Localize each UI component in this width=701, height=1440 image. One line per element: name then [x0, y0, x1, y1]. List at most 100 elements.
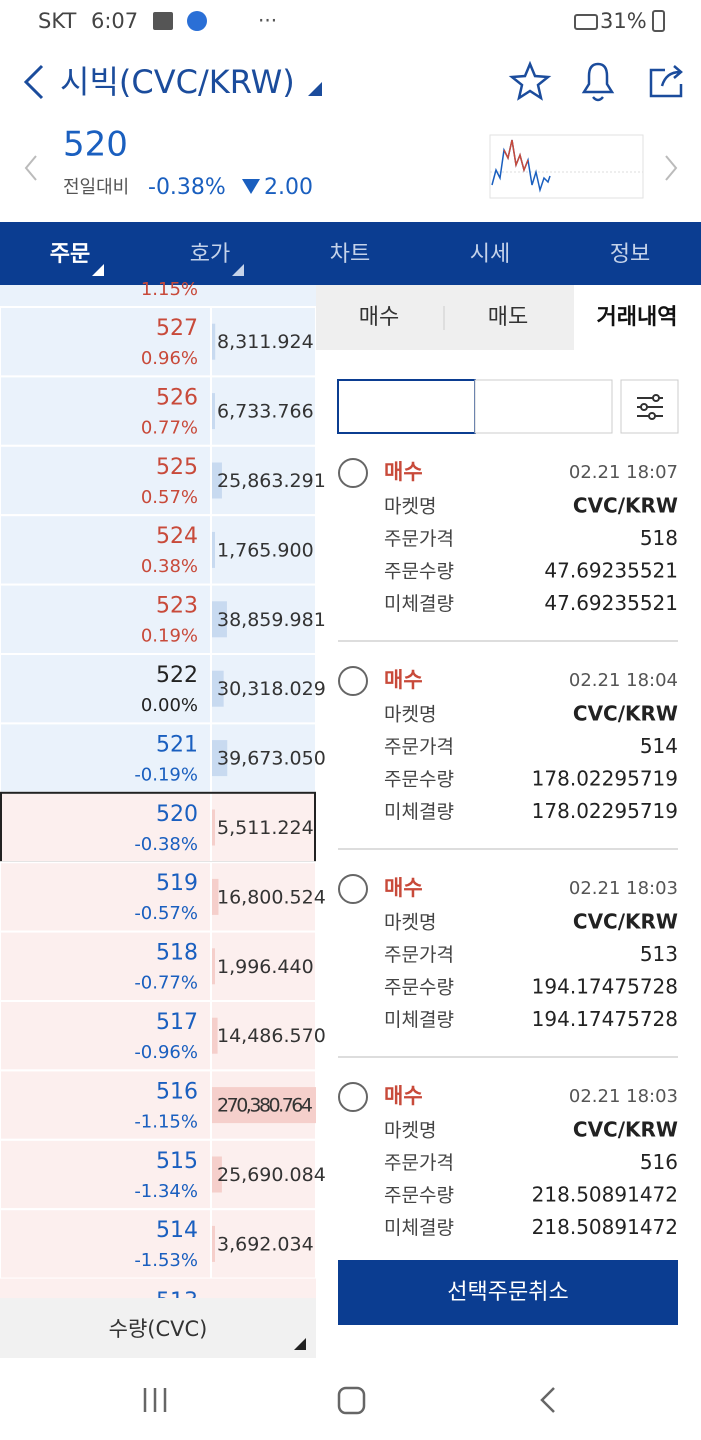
- cancel-button[interactable]: [338, 1260, 678, 1325]
- ask-row[interactable]: 525 0.57% 25,863.291: [0, 444, 326, 517]
- next-market[interactable]: [665, 155, 678, 181]
- row-rate: -0.96%: [134, 1042, 198, 1063]
- ask-row[interactable]: 527 0.96% 8,311.924: [0, 306, 317, 378]
- filter-filled-box[interactable]: [474, 379, 613, 434]
- mini-chart-up: [503, 139, 529, 173]
- order-side: 매수: [384, 1084, 423, 1108]
- row-price: 527: [156, 316, 198, 341]
- order-select[interactable]: [338, 874, 368, 904]
- panel-tab[interactable]: 거래내역: [597, 305, 678, 330]
- unit-dropdown[interactable]: [294, 1338, 306, 1350]
- field-label: 주문수량: [384, 561, 454, 583]
- main-tab[interactable]: 호가: [190, 242, 230, 267]
- nav-back[interactable]: [540, 1387, 555, 1413]
- row-volume: 38,859.981: [217, 609, 326, 631]
- back-button[interactable]: [23, 64, 44, 100]
- field-label: 주문가격: [384, 736, 454, 758]
- row-bg: [0, 1000, 317, 1072]
- panel-tab[interactable]: 매도: [488, 305, 528, 330]
- change-label: 전일대비: [63, 177, 129, 198]
- main-tab[interactable]: 주문: [50, 242, 90, 267]
- field-label: 주문가격: [384, 528, 454, 550]
- clock: 6:07: [91, 9, 138, 33]
- volume-bar: [212, 1017, 218, 1054]
- favorite-button[interactable]: [508, 60, 552, 101]
- field-value: 47.69235521: [544, 591, 678, 615]
- field-value: 47.69235521: [544, 559, 678, 583]
- field-value: CVC/KRW: [573, 1118, 678, 1142]
- nav-recent[interactable]: [143, 1388, 167, 1412]
- settings-knob: [652, 394, 660, 402]
- tab-bar: [0, 222, 701, 285]
- row-price: 514: [156, 1218, 198, 1243]
- field-label: 미체결량: [384, 1217, 454, 1239]
- ask-row[interactable]: 521 -0.19% 39,673.050: [0, 722, 326, 794]
- row-rate: 0.57%: [141, 487, 198, 508]
- unit-selector[interactable]: 수량(CVC): [109, 1317, 208, 1341]
- row-bg: [0, 861, 317, 933]
- order-item[interactable]: 매수 02.21 18:04 마켓명 CVC/KRW 주문가격 514 주문수량 178.02…: [338, 666, 678, 850]
- field-value: CVC/KRW: [573, 494, 678, 518]
- row-price: 521: [156, 732, 198, 757]
- ask-row[interactable]: 526 0.77% 6,733.766: [0, 375, 317, 447]
- order-select[interactable]: [338, 666, 368, 696]
- change-rate: -0.38%: [148, 175, 226, 200]
- carrier: SKT: [38, 9, 76, 33]
- filter-unfilled-box[interactable]: [337, 379, 476, 434]
- field-value: 513: [640, 942, 678, 966]
- ask-row[interactable]: 522 0.00% 30,318.029: [0, 653, 326, 725]
- volume-bar: [212, 809, 215, 846]
- battery-icon: [652, 10, 665, 32]
- bid-row[interactable]: 519 -0.57% 16,800.524: [0, 861, 326, 933]
- cancel-button-label[interactable]: 선택주문취소: [447, 1280, 568, 1305]
- volume-bar: [212, 393, 215, 430]
- signal-icon: [574, 14, 598, 30]
- tab-dropdown: [232, 264, 244, 276]
- row-rate: 0.19%: [141, 626, 198, 647]
- order-select[interactable]: [338, 458, 368, 488]
- bid-row[interactable]: 520 -0.38% 5,511.224: [0, 791, 317, 864]
- field-label: 마켓명: [384, 496, 436, 518]
- title-dropdown[interactable]: [308, 82, 322, 96]
- bid-row[interactable]: 515 -1.34% 25,690.084: [0, 1138, 326, 1211]
- row-volume: 6,733.766: [217, 401, 314, 423]
- bid-row[interactable]: 516 -1.15% 270,380.764: [0, 1069, 317, 1141]
- order-item[interactable]: 매수 02.21 18:07 마켓명 CVC/KRW 주문가격 518 주문수량 47.692…: [338, 458, 678, 642]
- field-value: 178.02295719: [532, 767, 678, 791]
- prev-market[interactable]: [24, 155, 37, 181]
- main-tab[interactable]: 시세: [470, 242, 510, 267]
- battery: 31%: [600, 9, 647, 33]
- ask-row[interactable]: 524 0.38% 1,765.900: [0, 514, 317, 586]
- order-time: 02.21 18:07: [569, 462, 678, 483]
- row-rate: -1.53%: [134, 1250, 198, 1271]
- bid-row[interactable]: 514 -1.53% 3,692.034: [0, 1208, 317, 1280]
- row-bg: [0, 1138, 317, 1211]
- main-tab[interactable]: 정보: [610, 242, 650, 267]
- row-bg: [0, 583, 317, 655]
- field-label: 마켓명: [384, 1120, 436, 1142]
- change-amount: 2.00: [264, 175, 313, 200]
- share-button[interactable]: [649, 65, 683, 98]
- order-select[interactable]: [338, 1082, 368, 1112]
- row-volume: 270,380.764: [217, 1095, 313, 1117]
- ask-row[interactable]: 523 0.19% 38,859.981: [0, 583, 326, 655]
- tab-dropdown: [92, 264, 104, 276]
- field-label: 주문수량: [384, 977, 454, 999]
- nav-home[interactable]: [337, 1386, 366, 1415]
- bid-row[interactable]: 518 -0.77% 1,996.440: [0, 930, 317, 1002]
- panel-tab[interactable]: 매수: [359, 305, 399, 330]
- bid-row[interactable]: 517 -0.96% 14,486.570: [0, 1000, 326, 1072]
- alarm-button[interactable]: [581, 62, 615, 102]
- row-price: 520: [156, 802, 198, 827]
- market-title[interactable]: 시빅(CVC/KRW): [60, 63, 295, 101]
- volume-bar: [212, 878, 219, 915]
- field-label: 미체결량: [384, 801, 454, 823]
- row-volume: 3,692.034: [217, 1233, 314, 1255]
- main-tab[interactable]: 차트: [330, 242, 370, 267]
- row-price: 523: [156, 594, 198, 619]
- order-item[interactable]: 매수 02.21 18:03 마켓명 CVC/KRW 주문가격 516 주문수량 218.50…: [338, 1082, 678, 1239]
- order-item[interactable]: 매수 02.21 18:03 마켓명 CVC/KRW 주문가격 513 주문수량 194.17…: [338, 874, 678, 1058]
- order-time: 02.21 18:03: [569, 1086, 678, 1107]
- field-value: 514: [640, 734, 678, 758]
- field-value: CVC/KRW: [573, 910, 678, 934]
